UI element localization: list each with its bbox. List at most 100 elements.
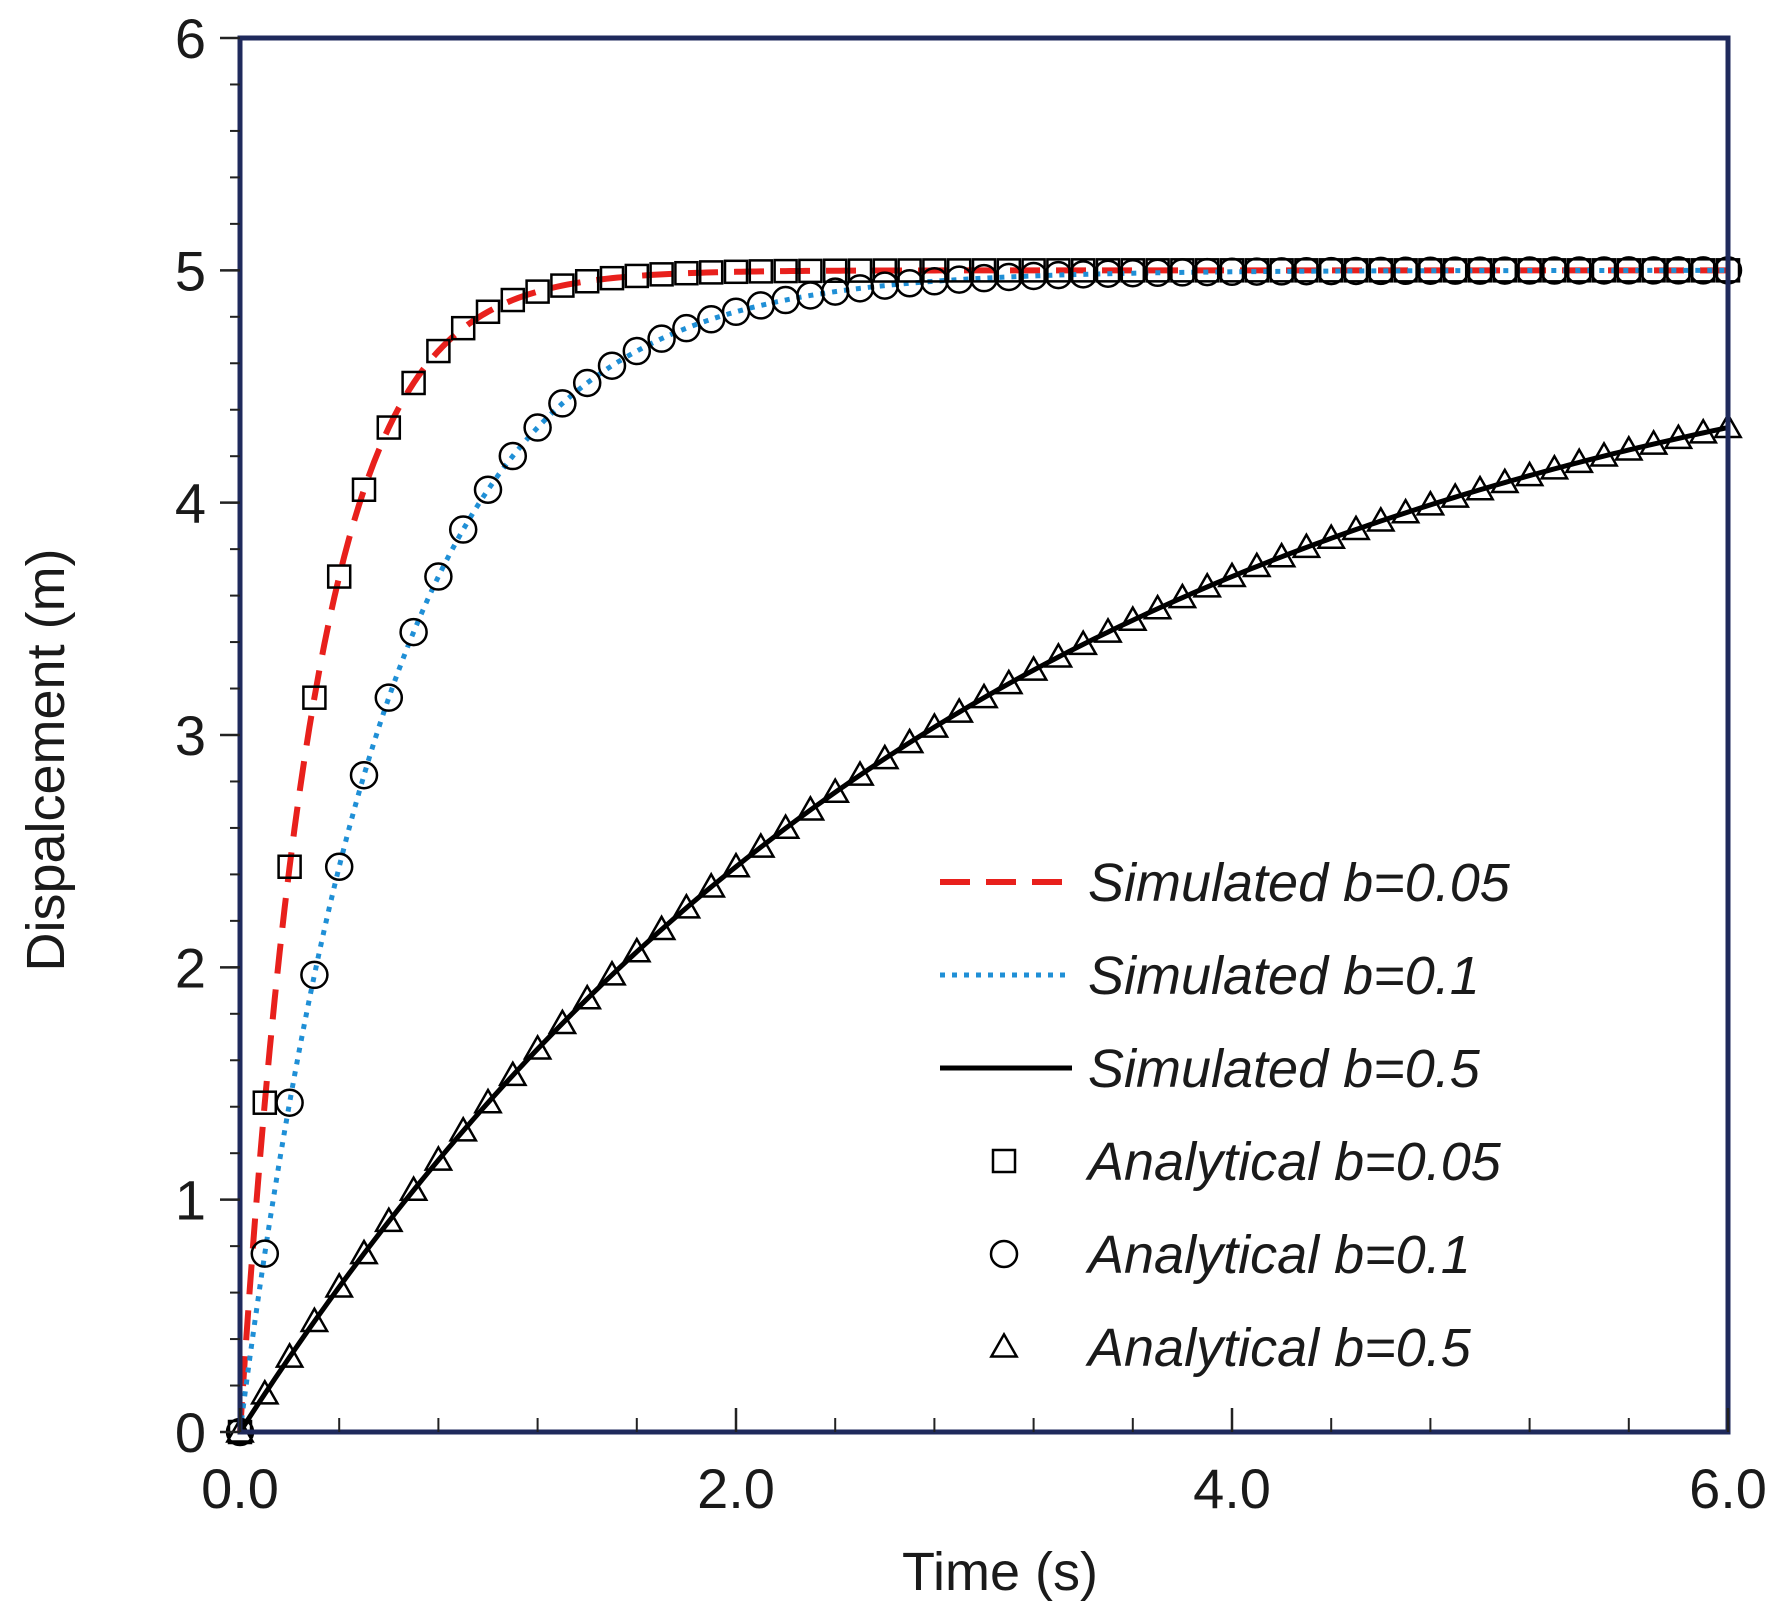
legend-label: Simulated b=0.1 [1088, 946, 1480, 1006]
triangle-point [696, 871, 727, 898]
triangle-point [1093, 616, 1123, 643]
triangle-point [249, 1378, 280, 1405]
legend-entry: Simulated b=0.1 [940, 946, 1480, 1006]
circle-point [572, 368, 602, 398]
square-point [351, 477, 377, 502]
square-point [897, 258, 922, 283]
triangle-point [869, 743, 900, 770]
triangle-point [1638, 428, 1669, 455]
triangle-point [522, 1033, 553, 1060]
triangle-point [597, 959, 627, 986]
triangle-point [1390, 497, 1421, 524]
triangle-point [299, 1306, 330, 1333]
triangle-point [1192, 571, 1223, 598]
legend-marker-triangle [989, 1331, 1019, 1358]
triangle-point [324, 1271, 355, 1298]
triangle-point [1266, 541, 1297, 568]
square-point [550, 273, 575, 298]
legend-entry: Simulated b=0.05 [940, 853, 1511, 913]
triangle-point [1589, 440, 1619, 467]
triangle-point [448, 1115, 479, 1142]
square-point [624, 263, 650, 289]
triangle-point [1142, 593, 1173, 620]
circle-point [548, 389, 577, 418]
marker-series-circle [225, 256, 1743, 1447]
triangle-point [473, 1087, 503, 1114]
triangle-point [1291, 532, 1322, 559]
circle-point [622, 336, 652, 366]
triangle-point [845, 760, 875, 786]
circle-point [597, 351, 627, 380]
triangle-point [1465, 474, 1495, 501]
square-point [302, 685, 327, 710]
circle-point [275, 1088, 304, 1117]
circle-point [473, 475, 503, 504]
y-tick-label: 0 [175, 1401, 206, 1464]
triangle-point [1415, 489, 1446, 516]
x-tick-label: 6.0 [1689, 1457, 1767, 1520]
circle-point [523, 413, 552, 442]
triangle-point [1316, 523, 1347, 550]
square-point [847, 258, 873, 283]
square-point [525, 279, 550, 304]
triangle-point [1018, 654, 1049, 681]
triangle-point [349, 1238, 379, 1265]
square-point [426, 338, 451, 364]
series-line-3 [237, 425, 1729, 1434]
triangle-point [1613, 434, 1644, 461]
triangle-point [944, 697, 975, 723]
legend: Simulated b=0.05 Simulated b=0.1 Simulated… [940, 853, 1511, 1378]
triangle-point [1539, 453, 1570, 480]
triangle-point [1117, 605, 1148, 631]
series-lines [237, 267, 1729, 1434]
square-point [698, 260, 724, 285]
square-point [401, 370, 426, 396]
square-point [649, 262, 674, 287]
square-point [277, 854, 302, 880]
triangle-point [1514, 460, 1545, 487]
square-point [574, 269, 600, 294]
triangle-point [1663, 423, 1694, 450]
circle-point [672, 313, 701, 343]
legend-label: Analytical b=0.5 [1085, 1318, 1472, 1378]
triangle-point [1167, 582, 1198, 609]
triangle-point [770, 813, 801, 840]
legend-label: Simulated b=0.05 [1088, 853, 1511, 913]
triangle-point [1341, 514, 1371, 541]
circle-point [498, 441, 528, 471]
legend-marker-circle [989, 1239, 1019, 1269]
triangle-point [1043, 641, 1074, 668]
triangle-point [820, 777, 851, 804]
triangle-point [1440, 482, 1471, 508]
x-tick-label: 0.0 [201, 1457, 279, 1520]
legend-entry: Analytical b=0.1 [989, 1225, 1471, 1285]
square-point [723, 259, 749, 285]
triangle-point [919, 711, 950, 738]
circle-point [349, 760, 379, 790]
triangle-point [1688, 417, 1719, 444]
series-line-2 [237, 267, 1728, 1433]
triangle-point [1365, 505, 1396, 532]
plot-area [225, 256, 1743, 1447]
triangle-point [721, 851, 751, 878]
circle-point [647, 324, 676, 353]
x-tick-label: 2.0 [697, 1457, 775, 1520]
x-tick-label: 4.0 [1193, 1457, 1271, 1520]
square-point [773, 258, 798, 284]
triangle-point [993, 668, 1024, 695]
triangle-point [646, 914, 677, 941]
y-tick-label: 2 [175, 936, 206, 999]
circle-point [424, 562, 453, 591]
triangle-point [1564, 447, 1595, 474]
marker-series-triangle [225, 412, 1743, 1443]
y-tick-label: 1 [175, 1169, 206, 1232]
triangle-point [894, 727, 925, 754]
triangle-point [1489, 467, 1520, 494]
triangle-point [274, 1341, 305, 1368]
triangle-point [497, 1060, 528, 1087]
triangle-point [1241, 551, 1272, 578]
y-axis-title: Dispalcement (m) [16, 548, 76, 971]
triangle-point [969, 682, 999, 709]
